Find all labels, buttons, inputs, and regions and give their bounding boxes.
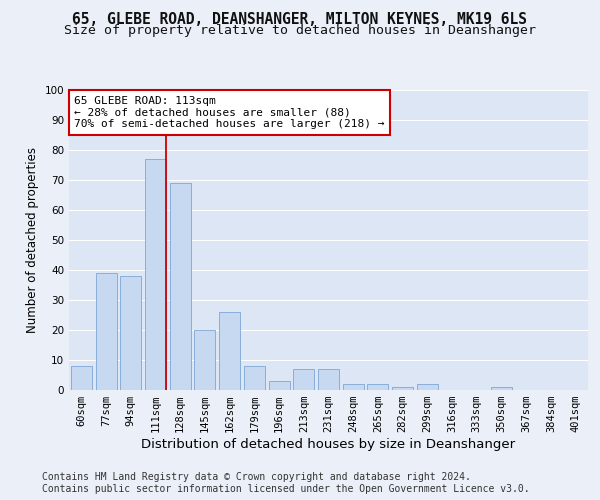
Bar <box>95 273 116 390</box>
Bar <box>417 384 438 390</box>
Bar <box>491 387 512 390</box>
Text: Contains HM Land Registry data © Crown copyright and database right 2024.: Contains HM Land Registry data © Crown c… <box>42 472 471 482</box>
Bar <box>318 369 339 390</box>
Bar <box>269 381 290 390</box>
Text: Contains public sector information licensed under the Open Government Licence v3: Contains public sector information licen… <box>42 484 530 494</box>
Bar <box>244 366 265 390</box>
Bar <box>170 183 191 390</box>
Bar <box>120 276 141 390</box>
Y-axis label: Number of detached properties: Number of detached properties <box>26 147 39 333</box>
Bar <box>392 387 413 390</box>
Bar <box>367 384 388 390</box>
Bar <box>219 312 240 390</box>
Text: Size of property relative to detached houses in Deanshanger: Size of property relative to detached ho… <box>64 24 536 37</box>
Bar <box>194 330 215 390</box>
Bar <box>71 366 92 390</box>
X-axis label: Distribution of detached houses by size in Deanshanger: Distribution of detached houses by size … <box>142 438 515 451</box>
Bar <box>293 369 314 390</box>
Bar <box>343 384 364 390</box>
Text: 65, GLEBE ROAD, DEANSHANGER, MILTON KEYNES, MK19 6LS: 65, GLEBE ROAD, DEANSHANGER, MILTON KEYN… <box>73 12 527 28</box>
Text: 65 GLEBE ROAD: 113sqm
← 28% of detached houses are smaller (88)
70% of semi-deta: 65 GLEBE ROAD: 113sqm ← 28% of detached … <box>74 96 385 129</box>
Bar <box>145 159 166 390</box>
